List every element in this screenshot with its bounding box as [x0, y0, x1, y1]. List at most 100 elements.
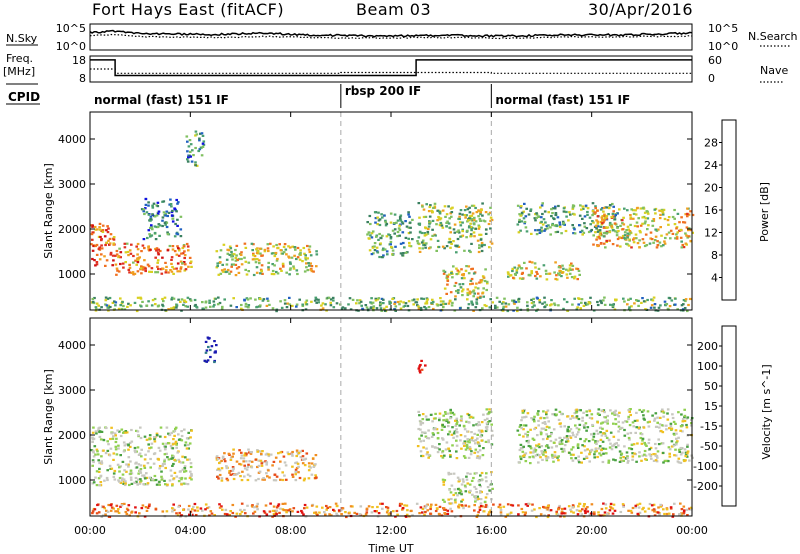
scatter-mark	[593, 511, 596, 514]
scatter-mark	[229, 510, 232, 513]
scatter-mark	[468, 438, 471, 441]
scatter-mark	[600, 409, 604, 412]
scatter-mark	[421, 239, 425, 242]
scatter-mark	[604, 246, 607, 249]
scatter-mark	[663, 300, 667, 303]
scatter-mark	[94, 244, 97, 248]
scatter-mark	[114, 254, 117, 257]
scatter-mark	[643, 449, 647, 453]
scatter-mark	[459, 224, 463, 227]
scatter-mark	[418, 231, 422, 234]
scatter-mark	[654, 425, 658, 428]
scatter-mark	[541, 458, 544, 461]
scatter-mark	[455, 421, 459, 424]
scatter-mark	[436, 447, 440, 450]
scatter-mark	[648, 502, 652, 506]
power-frame	[89, 111, 693, 311]
scatter-mark	[678, 450, 681, 453]
scatter-mark	[609, 303, 612, 306]
scatter-mark	[266, 475, 269, 478]
scatter-mark	[562, 222, 566, 225]
scatter-mark	[482, 276, 486, 279]
scatter-mark	[466, 229, 469, 232]
scatter-mark	[119, 454, 122, 457]
scatter-mark	[95, 263, 99, 266]
scatter-mark	[190, 160, 194, 163]
scatter-mark	[103, 507, 106, 510]
scatter-mark	[623, 445, 626, 448]
scatter-mark	[573, 228, 576, 231]
scatter-mark	[177, 433, 180, 436]
scatter-mark	[315, 298, 318, 301]
scatter-mark	[165, 210, 169, 213]
scatter-mark	[455, 457, 459, 460]
scatter-mark	[485, 480, 488, 483]
scatter-mark	[127, 302, 130, 305]
scatter-mark	[551, 455, 554, 458]
scatter-mark	[443, 425, 446, 428]
scatter-mark	[419, 428, 422, 431]
scatter-mark	[200, 154, 204, 157]
scatter-mark	[546, 227, 549, 230]
scatter-mark	[446, 512, 450, 515]
scatter-mark	[186, 296, 190, 299]
scatter-mark	[146, 483, 149, 486]
scatter-mark	[525, 267, 528, 270]
scatter-mark	[380, 309, 383, 312]
scatter-mark	[163, 296, 167, 299]
scatter-mark	[597, 514, 601, 517]
scatter-mark	[454, 492, 458, 495]
scatter-mark	[291, 454, 294, 457]
scatter-mark	[442, 306, 445, 309]
scatter-mark	[582, 457, 586, 460]
scatter-mark	[452, 472, 456, 475]
scatter-mark	[537, 424, 540, 427]
scatter-mark	[368, 214, 372, 218]
scatter-mark	[418, 250, 422, 253]
scatter-mark	[453, 499, 457, 502]
scatter-mark	[228, 245, 232, 248]
scatter-mark	[647, 425, 651, 428]
scatter-mark	[677, 411, 680, 414]
scatter-mark	[282, 245, 286, 248]
scatter-mark	[687, 303, 690, 307]
scatter-mark	[571, 204, 575, 207]
scatter-mark	[630, 443, 634, 446]
scatter-mark	[108, 237, 112, 240]
scatter-mark	[375, 250, 379, 253]
scatter-mark	[418, 247, 421, 250]
scatter-mark	[209, 355, 212, 359]
scatter-mark	[108, 242, 112, 245]
scatter-mark	[539, 206, 542, 209]
scatter-mark	[157, 457, 160, 461]
scatter-mark	[449, 417, 452, 420]
scatter-mark	[474, 487, 478, 490]
noise-tick-right-top: 10^5	[708, 22, 738, 35]
scatter-mark	[439, 300, 443, 303]
scatter-mark	[423, 431, 427, 434]
scatter-mark	[368, 249, 372, 252]
scatter-mark	[583, 445, 586, 448]
scatter-mark	[586, 510, 590, 513]
scatter-mark	[526, 504, 529, 507]
scatter-mark	[453, 430, 457, 433]
scatter-mark	[519, 457, 523, 461]
scatter-mark	[175, 198, 178, 202]
scatter-mark	[265, 513, 269, 516]
scatter-mark	[151, 228, 154, 231]
scatter-mark	[423, 232, 427, 235]
scatter-mark	[193, 509, 197, 512]
scatter-mark	[545, 411, 548, 414]
scatter-mark	[171, 209, 174, 212]
scatter-mark	[154, 478, 158, 482]
scatter-mark	[116, 510, 119, 513]
scatter-mark	[442, 419, 445, 422]
scatter-mark	[384, 221, 387, 224]
scatter-mark	[684, 242, 688, 245]
scatter-mark	[550, 446, 554, 449]
scatter-mark	[401, 507, 405, 510]
scatter-mark	[189, 465, 193, 469]
scatter-mark	[422, 446, 425, 449]
scatter-mark	[278, 243, 281, 246]
scatter-mark	[424, 415, 428, 418]
